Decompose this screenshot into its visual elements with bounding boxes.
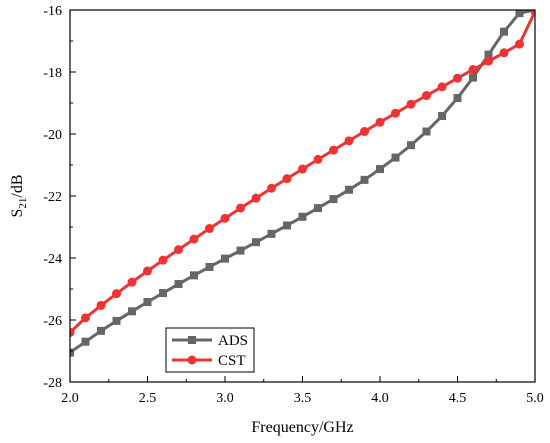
data-point-ads (236, 246, 245, 255)
data-point-cst (236, 203, 245, 213)
data-point-cst (499, 48, 509, 58)
data-point-ads (267, 229, 276, 238)
x-tick-label: 2.5 (139, 391, 157, 406)
data-point-ads (407, 141, 415, 150)
y-tick-label: -22 (43, 190, 62, 205)
data-point-cst (391, 108, 400, 118)
data-point-ads (81, 337, 90, 346)
data-point-ads (314, 204, 322, 213)
data-point-cst (375, 117, 385, 127)
data-point-ads (205, 262, 214, 271)
data-point-cst (127, 277, 137, 287)
y-axis-title: S21/dB (9, 174, 29, 217)
legend-label-cst: CST (218, 353, 246, 369)
legend-marker-ads (188, 336, 196, 344)
data-point-ads (298, 212, 307, 221)
y-tick-label: -16 (43, 4, 62, 19)
data-point-cst (468, 65, 478, 75)
data-point-cst (158, 255, 168, 265)
data-point-ads (190, 271, 198, 280)
data-point-ads (469, 73, 477, 82)
data-point-cst (453, 73, 462, 83)
legend: ADS CST (165, 327, 255, 373)
x-tick-label: 2.0 (61, 391, 79, 406)
data-point-cst (530, 10, 535, 17)
data-point-cst (406, 99, 416, 109)
y-axis-title-unit: /dB (9, 174, 26, 197)
legend-label-ads: ADS (218, 333, 248, 349)
data-point-cst (360, 127, 369, 137)
data-point-cst (112, 289, 121, 299)
series-line-ads (70, 10, 535, 354)
data-point-ads (453, 94, 462, 103)
data-point-cst (189, 234, 199, 244)
data-point-cst (313, 154, 323, 164)
data-point-cst (282, 174, 292, 184)
data-point-ads (422, 127, 431, 136)
ticks-layer: 2.0 2.5 3.0 3.5 4.0 4.5 5.0 -28 -26 -24 -22 -20 -18 -… (43, 4, 543, 406)
x-tick-label: 5.0 (526, 391, 544, 406)
x-tick-label: 4.0 (371, 391, 389, 406)
data-point-cst (70, 327, 75, 337)
data-point-cst (515, 39, 524, 49)
data-point-cst (143, 266, 152, 276)
data-point-cst (437, 82, 447, 92)
data-point-ads (112, 316, 121, 325)
data-point-cst (251, 193, 261, 203)
y-tick-label: -20 (43, 128, 62, 143)
legend-box (165, 327, 255, 373)
data-point-ads (391, 153, 400, 162)
plot-area (70, 10, 535, 357)
data-point-ads (70, 348, 74, 357)
y-tick-label: -28 (43, 376, 62, 391)
data-point-ads (500, 27, 508, 36)
data-point-ads (159, 289, 167, 298)
x-tick-label: 4.5 (449, 391, 467, 406)
y-axis-title-main: S (9, 209, 26, 218)
data-point-ads (515, 10, 524, 18)
data-point-ads (283, 221, 291, 230)
data-point-cst (298, 164, 307, 174)
data-point-ads (376, 165, 384, 174)
data-point-cst (220, 213, 230, 223)
data-point-ads (143, 298, 152, 307)
series-layer (70, 10, 535, 357)
data-point-cst (96, 300, 106, 310)
data-point-ads (252, 238, 260, 247)
data-point-ads (438, 112, 446, 121)
data-point-ads (174, 280, 183, 289)
data-point-ads (221, 254, 229, 263)
data-point-ads (97, 326, 105, 335)
data-point-cst (484, 56, 493, 66)
data-point-ads (360, 175, 369, 184)
data-point-cst (344, 136, 354, 146)
y-tick-label: -26 (43, 314, 62, 329)
data-point-ads (484, 50, 493, 59)
data-point-ads (128, 307, 136, 316)
data-point-cst (174, 245, 183, 255)
y-tick-label: -24 (43, 252, 62, 267)
data-point-ads (345, 185, 353, 194)
legend-marker-cst (187, 355, 197, 365)
data-point-cst (205, 224, 214, 234)
data-point-ads (329, 195, 338, 204)
data-point-cst (329, 145, 338, 155)
y-axis-title-subscript: 21 (17, 198, 29, 209)
data-point-cst (422, 91, 431, 101)
x-axis-title: Frequency/GHz (251, 419, 353, 436)
data-point-cst (81, 313, 90, 323)
data-point-cst (267, 183, 276, 193)
x-tick-label: 3.0 (216, 391, 234, 406)
y-tick-label: -18 (43, 66, 62, 81)
plot-frame (69, 9, 536, 383)
x-tick-label: 3.5 (294, 391, 312, 406)
